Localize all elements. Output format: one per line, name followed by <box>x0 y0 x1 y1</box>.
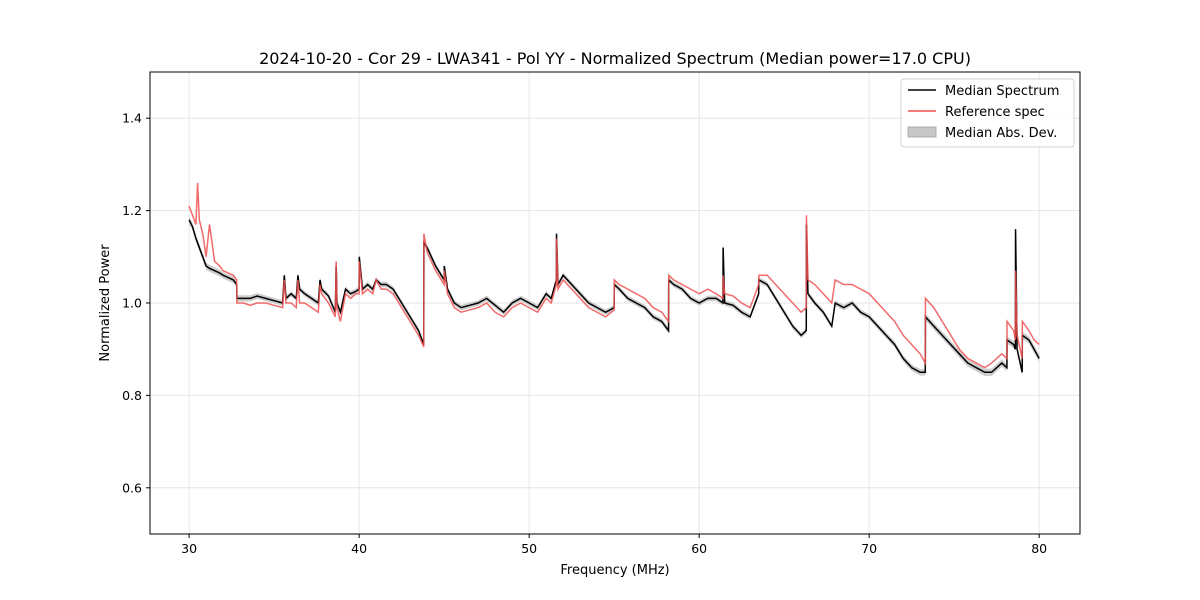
legend-swatch-mad <box>907 126 937 138</box>
y-tick-label: 0.6 <box>122 480 142 495</box>
y-tick-label: 1.0 <box>122 296 142 311</box>
y-tick-label: 1.2 <box>122 203 142 218</box>
y-tick-label: 1.4 <box>122 111 142 126</box>
y-axis: 0.6 0.8 1.0 1.2 1.4 <box>122 111 150 495</box>
x-tick-label: 40 <box>351 541 367 556</box>
legend-label-mad: Median Abs. Dev. <box>945 126 1057 141</box>
legend: Median Spectrum Reference spec Median Ab… <box>900 78 1075 148</box>
median-spectrum-line <box>188 219 1040 374</box>
x-tick-label: 70 <box>861 541 877 556</box>
x-tick-label: 50 <box>521 541 537 556</box>
x-axis: 30 40 50 60 70 80 <box>181 534 1047 556</box>
reference-spectrum-line <box>188 182 1040 369</box>
x-axis-label: Frequency (MHz) <box>560 563 669 578</box>
chart-title: 2024-10-20 - Cor 29 - LWA341 - Pol YY - … <box>259 49 971 68</box>
data-layer <box>188 182 1040 376</box>
y-axis-label: Normalized Power <box>98 244 113 362</box>
legend-box <box>900 78 1075 148</box>
x-tick-label: 80 <box>1031 541 1047 556</box>
y-tick-label: 0.8 <box>122 388 142 403</box>
x-tick-label: 30 <box>181 541 197 556</box>
legend-label-median: Median Spectrum <box>945 84 1059 99</box>
legend-label-reference: Reference spec <box>945 105 1045 120</box>
x-tick-label: 60 <box>691 541 707 556</box>
